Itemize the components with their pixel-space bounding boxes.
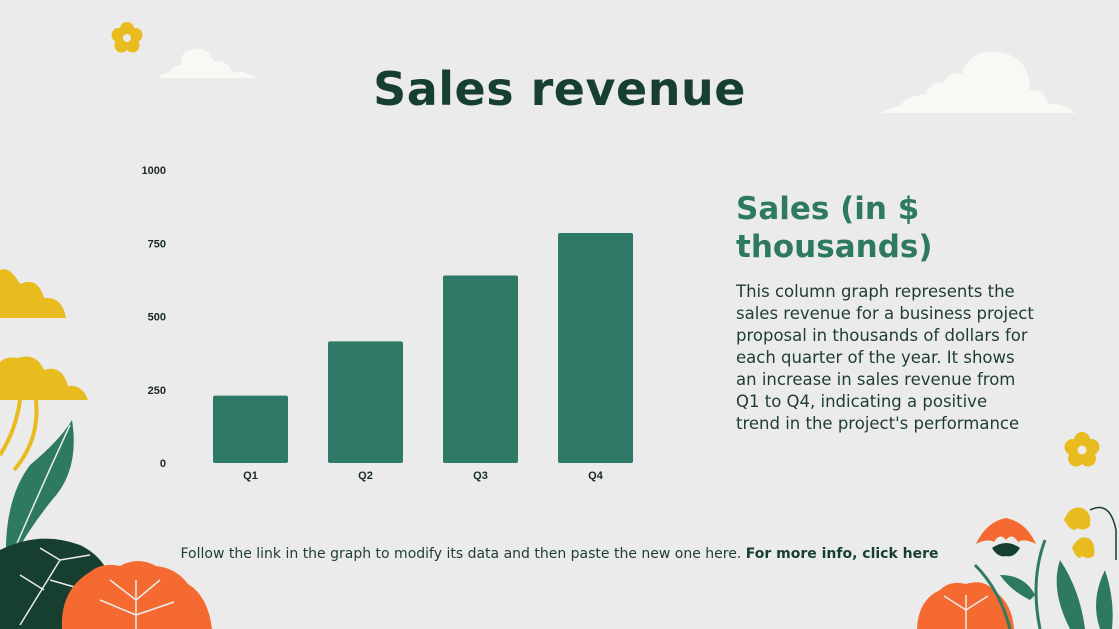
x-axis: Q1 Q2 Q3 Q4 xyxy=(243,470,604,482)
orange-flower-icon xyxy=(917,582,1014,629)
side-description: This column graph represents the sales r… xyxy=(736,282,1034,433)
orange-flower-icon xyxy=(61,561,212,629)
x-tick-label: Q1 xyxy=(243,470,258,482)
y-tick-label: 0 xyxy=(160,458,166,470)
yellow-bush-icon xyxy=(0,269,88,472)
y-tick-label: 750 xyxy=(148,238,166,250)
bar-q3[interactable] xyxy=(443,275,518,463)
x-tick-label: Q3 xyxy=(473,470,488,482)
flower-icon xyxy=(111,22,143,53)
bar-q4[interactable] xyxy=(558,232,633,463)
side-heading: Sales (in $ thousands) xyxy=(736,191,933,265)
y-tick-label: 1000 xyxy=(142,165,166,177)
leaf-icon xyxy=(5,420,74,560)
bar-q2[interactable] xyxy=(328,341,403,463)
sales-bar-chart[interactable]: 0 250 500 750 1000 Q1 Q2 Q3 Q4 xyxy=(120,150,640,495)
footer-text: Follow the link in the graph to modify i… xyxy=(180,546,742,562)
slide-title: Sales revenue xyxy=(373,62,746,116)
x-tick-label: Q2 xyxy=(358,470,373,482)
footer: Follow the link in the graph to modify i… xyxy=(0,546,1119,562)
y-axis: 0 250 500 750 1000 xyxy=(142,165,166,470)
y-tick-label: 250 xyxy=(148,385,166,397)
y-tick-label: 500 xyxy=(148,312,166,324)
flower-icon xyxy=(1064,432,1100,467)
bars-group xyxy=(213,232,633,463)
x-tick-label: Q4 xyxy=(588,470,604,482)
bar-q1[interactable] xyxy=(213,395,288,463)
more-info-link[interactable]: For more info, click here xyxy=(745,546,939,562)
